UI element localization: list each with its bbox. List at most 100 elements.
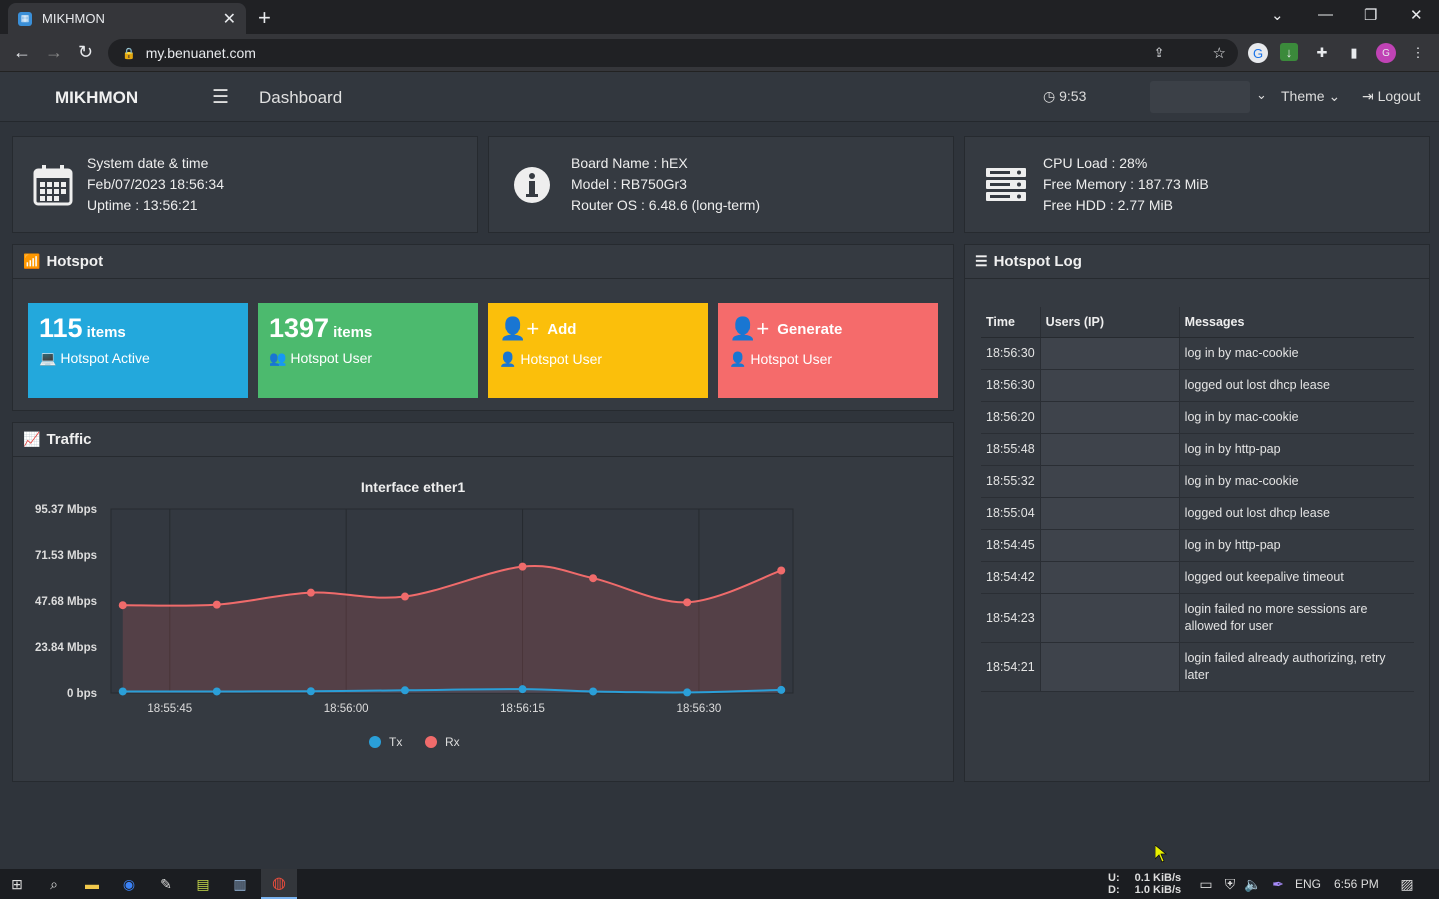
new-tab-icon[interactable]: +	[258, 5, 271, 30]
data-point-rx	[212, 600, 221, 609]
profile-avatar[interactable]: G	[1376, 43, 1396, 63]
area-chart-icon: 📈	[23, 431, 41, 447]
user-plus-icon: 👤+	[499, 316, 540, 341]
user-session-box[interactable]	[1150, 81, 1250, 113]
chart-plot-area	[110, 508, 794, 694]
restore-icon[interactable]: ❐	[1364, 7, 1378, 24]
log-time: 18:55:04	[981, 497, 1041, 530]
windows-start-icon[interactable]: ⊞	[11, 875, 23, 892]
board-model: Model : RB750Gr3	[571, 176, 687, 192]
data-point-tx	[518, 685, 527, 694]
data-point-rx	[118, 601, 127, 610]
log-time: 18:56:30	[981, 369, 1041, 402]
tile-action: Generate	[777, 320, 843, 338]
volume-icon[interactable]: 🔈	[1244, 875, 1262, 892]
tab-close-icon[interactable]: ✕	[222, 10, 236, 28]
series-line-tx	[122, 688, 782, 694]
browser-menu-icon[interactable]: ⋮	[1411, 45, 1425, 60]
legend-label-tx: Tx	[389, 735, 402, 749]
notifications-icon[interactable]: ▨	[1400, 875, 1414, 892]
data-point-tx	[777, 685, 786, 694]
log-message: login failed already authorizing, retry …	[1179, 642, 1414, 692]
chrome-taskbar-icon[interactable]: ◍	[261, 869, 297, 899]
window-close-icon[interactable]: ✕	[1410, 7, 1423, 24]
minimize-icon[interactable]: —	[1318, 6, 1333, 23]
theme-menu[interactable]: Theme ⌄	[1281, 88, 1340, 105]
bookmark-star-icon[interactable]: ☆	[1212, 45, 1226, 62]
list-icon: ☰	[975, 253, 988, 269]
language-indicator[interactable]: ENG	[1295, 877, 1322, 891]
session-chevron-down-icon[interactable]: ⌄	[1256, 87, 1267, 102]
server-icon	[986, 167, 1026, 201]
logout-icon: ⇥	[1362, 88, 1374, 104]
data-point-rx	[777, 566, 786, 575]
col-messages[interactable]: Messages	[1179, 307, 1414, 338]
hotspot-panel-header: 📶 Hotspot	[13, 245, 953, 279]
net-up-label: U:	[1108, 872, 1120, 884]
user-plus-small-icon: 👤	[729, 351, 747, 367]
log-time: 18:55:32	[981, 465, 1041, 498]
log-user-ip	[1039, 369, 1180, 402]
extensions-puzzle-icon[interactable]: ✚	[1316, 45, 1328, 60]
table-row: 18:56:30 log in by mac-cookie	[981, 337, 1414, 370]
hotspot-user-tile[interactable]: 1397 items 👥 Hotspot User	[258, 303, 478, 398]
hotspot-log-table: Time Users (IP) Messages 18:56:30 log in …	[981, 307, 1414, 692]
hotspot-log-panel: ☰ Hotspot Log Time Users (IP) Messages 1…	[964, 244, 1430, 782]
x-tick-label: 18:56:30	[677, 703, 722, 715]
hotspot-panel: 📶 Hotspot 115 items 💻 Hotspot Active 1397…	[12, 244, 954, 411]
log-time: 18:54:23	[981, 593, 1041, 643]
tile-sub: Hotspot Active	[60, 350, 150, 366]
system-clock[interactable]: 6:56 PM	[1334, 877, 1379, 891]
lock-icon: 🔒	[122, 47, 136, 60]
monitor-tray-icon[interactable]: ▭	[1199, 875, 1213, 892]
add-user-tile[interactable]: 👤+ Add 👤 Hotspot User	[488, 303, 708, 398]
browser-toolbar: ← → ↻ 🔒 my.benuanet.com ⇪ ☆ G ↓ ✚ ▮ G ⋮	[0, 34, 1439, 72]
network-tool-icon[interactable]: ✎	[160, 875, 172, 892]
address-bar[interactable]: 🔒 my.benuanet.com ⇪ ☆	[108, 39, 1238, 67]
browser-tab[interactable]: ▦ MIKHMON ✕	[8, 3, 246, 34]
tile-sub: Hotspot User	[290, 350, 373, 366]
hamburger-menu-icon[interactable]: ☰	[212, 87, 230, 108]
security-tray-icon[interactable]: ⛨	[1224, 875, 1236, 892]
reload-icon[interactable]: ↻	[78, 42, 94, 62]
log-user-ip	[1039, 561, 1180, 594]
log-time: 18:54:21	[981, 642, 1041, 692]
brand-logo[interactable]: MIKHMON	[55, 88, 139, 107]
log-message: logged out keepalive timeout	[1179, 561, 1414, 594]
clock-icon: ◷	[1043, 88, 1056, 104]
router-os: Router OS : 6.48.6 (long-term)	[571, 197, 761, 213]
share-icon[interactable]: ⇪	[1153, 45, 1165, 60]
board-info-box: Board Name : hEX Model : RB750Gr3 Router…	[488, 136, 954, 233]
clock-time: 9:53	[1059, 88, 1087, 104]
hotspot-active-tile[interactable]: 115 items 💻 Hotspot Active	[28, 303, 248, 398]
back-arrow-icon[interactable]: ←	[13, 42, 31, 62]
net-upload: 0.1 KiB/s	[1134, 872, 1182, 884]
side-panel-icon[interactable]: ▮	[1350, 45, 1358, 60]
traffic-chart[interactable]: Interface ether1 0 bps 23.84 Mbps 47.68 Mbp…	[13, 459, 953, 779]
laptop-icon: 💻	[39, 350, 57, 366]
file-explorer-icon[interactable]: ▬	[85, 876, 99, 892]
download-extension-icon[interactable]: ↓	[1280, 43, 1298, 61]
logout-link[interactable]: ⇥ Logout	[1362, 88, 1420, 105]
app-header: MIKHMON ☰ Dashboard ◷ 9:53 ⌄ Theme ⌄ ⇥ L…	[0, 72, 1439, 122]
data-point-rx	[518, 562, 527, 571]
tab-search-chevron-icon[interactable]: ⌄	[1271, 7, 1284, 24]
pen-tray-icon[interactable]: ✒	[1272, 875, 1284, 892]
data-point-rx	[589, 574, 598, 583]
browser-app-icon[interactable]: ◉	[122, 875, 136, 892]
page-title: Dashboard	[259, 88, 343, 107]
col-time[interactable]: Time	[981, 307, 1041, 338]
col-users-ip[interactable]: Users (IP)	[1039, 307, 1180, 338]
forward-arrow-icon[interactable]: →	[45, 42, 63, 62]
series-area-rx	[122, 565, 782, 693]
search-icon[interactable]: ⌕	[50, 875, 58, 892]
notepad-app-icon[interactable]: ▥	[233, 875, 247, 892]
data-point-tx	[400, 686, 409, 695]
y-tick-label: 0 bps	[67, 688, 97, 700]
generate-user-tile[interactable]: 👤+ Generate 👤 Hotspot User	[718, 303, 938, 398]
translate-extension-icon[interactable]: G	[1248, 43, 1268, 63]
log-message: log in by mac-cookie	[1179, 337, 1414, 370]
notes-app-icon[interactable]: ▤	[196, 875, 210, 892]
logout-label: Logout	[1377, 88, 1421, 104]
log-user-ip	[1039, 401, 1180, 434]
